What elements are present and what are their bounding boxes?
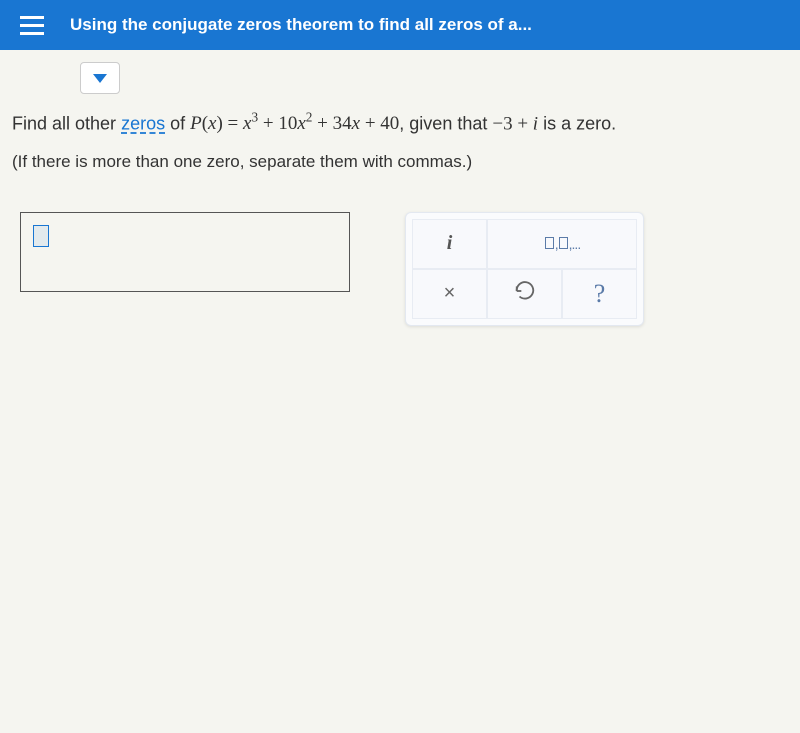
given-zero-value: −3 + i [492,113,538,134]
text-after-zeros: of [165,113,190,133]
help-icon: ? [594,279,606,309]
math-keypad: i ,,... × [405,212,644,326]
answer-area: i ,,... × [20,212,788,326]
answer-input[interactable] [20,212,350,292]
keypad-row-2: × ? [412,269,637,319]
problem-statement: Find all other zeros of P(x) = x3 + 10x2… [12,106,788,142]
undo-icon [514,280,536,307]
header-title: Using the conjugate zeros theorem to fin… [70,15,532,35]
chevron-down-icon [93,74,107,83]
content-area: Find all other zeros of P(x) = x3 + 10x2… [0,106,800,338]
menu-icon[interactable] [20,10,50,40]
i-symbol: i [447,232,453,255]
math-expression: P(x) = x3 + 10x2 + 34x + 40 [190,113,399,134]
input-cursor-placeholder [33,225,49,247]
x-icon: × [444,282,456,305]
list-icon: ,,... [544,236,580,252]
text-given-prefix: , given that [399,113,492,133]
dropdown-toggle[interactable] [80,62,120,94]
zeros-glossary-link[interactable]: zeros [121,113,165,133]
keypad-help-button[interactable]: ? [562,269,637,319]
keypad-undo-button[interactable] [487,269,562,319]
keypad-clear-button[interactable]: × [412,269,487,319]
text-prefix: Find all other [12,113,121,133]
instruction-text: (If there is more than one zero, separat… [12,152,788,172]
keypad-i-button[interactable]: i [412,219,487,269]
page-header: Using the conjugate zeros theorem to fin… [0,0,800,50]
keypad-row-1: i ,,... [412,219,637,269]
text-given-suffix: is a zero. [538,113,616,133]
keypad-list-button[interactable]: ,,... [487,219,637,269]
